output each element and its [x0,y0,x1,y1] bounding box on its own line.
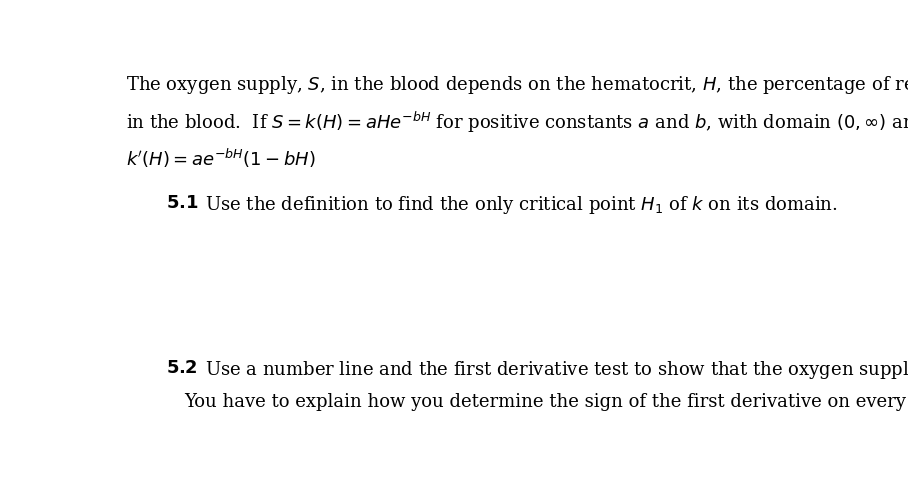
Text: $\mathbf{5.2}$: $\mathbf{5.2}$ [166,359,198,377]
Text: Use a number line and the first derivative test to show that the oxygen supply i: Use a number line and the first derivati… [205,359,908,381]
Text: The oxygen supply, $S$, in the blood depends on the hematocrit, $H$, the percent: The oxygen supply, $S$, in the blood dep… [126,74,908,96]
Text: $k'(H) = ae^{-bH}(1 - bH)$: $k'(H) = ae^{-bH}(1 - bH)$ [126,146,316,169]
Text: Use the definition to find the only critical point $H_1$ of $k$ on its domain.: Use the definition to find the only crit… [205,194,838,216]
Text: You have to explain how you determine the sign of the first derivative on every : You have to explain how you determine th… [183,393,908,411]
Text: in the blood.  If $S = k(H) = aHe^{-bH}$ for positive constants $a$ and $b$, wit: in the blood. If $S = k(H) = aHe^{-bH}$ … [126,110,908,135]
Text: $\mathbf{5.1}$: $\mathbf{5.1}$ [166,194,199,212]
